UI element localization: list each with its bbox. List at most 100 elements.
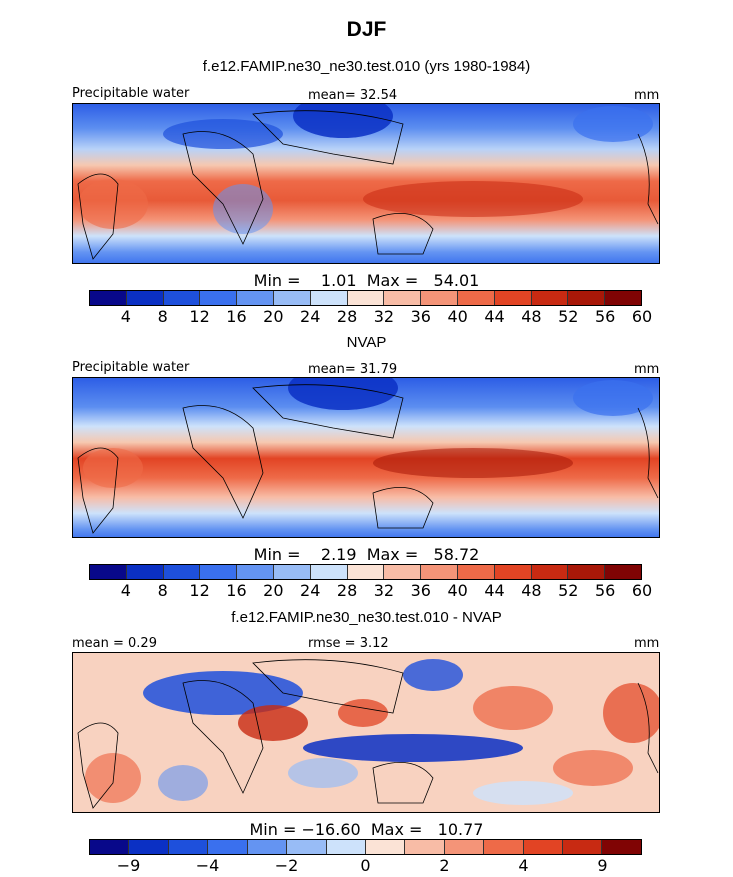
colorbar-tick-label: 40 bbox=[447, 307, 468, 326]
colorbar-tick-label: 28 bbox=[336, 581, 358, 600]
colorbar-swatch bbox=[531, 291, 569, 305]
colorbar-swatch bbox=[494, 565, 532, 579]
panel1-colorbar-ticks: 4 8 12 16 20 24 28 32 36 40 44 48 52 56 60 bbox=[89, 307, 652, 327]
colorbar-tick-label: 16 bbox=[226, 307, 247, 326]
colorbar-swatch bbox=[310, 291, 348, 305]
colorbar-tick-label: 16 bbox=[226, 581, 247, 600]
colorbar-swatch bbox=[568, 291, 606, 305]
colorbar-swatch bbox=[163, 565, 201, 579]
colorbar-swatch bbox=[200, 291, 238, 305]
panel1-field-image bbox=[73, 104, 659, 263]
colorbar-tick-label: 4 bbox=[120, 307, 131, 326]
colorbar-swatch bbox=[405, 840, 445, 854]
panel2-colorbar-ticks: 4 8 12 16 20 24 28 32 36 40 44 48 52 56 60 bbox=[89, 581, 652, 601]
colorbar-tick-label: 0 bbox=[360, 856, 371, 875]
colorbar-tick-label: 60 bbox=[631, 307, 653, 326]
panel2-minmax: Min = 2.19 Max = 58.72 bbox=[253, 545, 480, 564]
panel3-title: f.e12.FAMIP.ne30_ne30.test.010 - NVAP bbox=[231, 609, 502, 626]
panel1-variable-label: Precipitable water bbox=[72, 86, 190, 101]
colorbar-swatch bbox=[200, 565, 238, 579]
colorbar-swatch bbox=[347, 565, 385, 579]
panel1-minmax: Min = 1.01 Max = 54.01 bbox=[253, 271, 480, 290]
colorbar-tick-label: −2 bbox=[274, 856, 299, 875]
colorbar-swatch bbox=[365, 840, 406, 854]
colorbar-swatch bbox=[457, 565, 495, 579]
colorbar-tick-label: 60 bbox=[631, 581, 653, 600]
panel1-units-label: mm bbox=[634, 88, 660, 103]
panel2-colorbar bbox=[89, 564, 642, 580]
colorbar-tick-label: 48 bbox=[521, 307, 542, 326]
colorbar-swatch bbox=[126, 565, 164, 579]
colorbar-tick-label: 52 bbox=[558, 307, 579, 326]
colorbar-swatch bbox=[563, 840, 603, 854]
colorbar-swatch bbox=[168, 840, 209, 854]
panel3-minmax: Min = −16.60 Max = 10.77 bbox=[249, 820, 484, 839]
colorbar-tick-label: 56 bbox=[594, 307, 616, 326]
colorbar-swatch bbox=[484, 840, 524, 854]
colorbar-tick-label: 8 bbox=[157, 581, 168, 600]
colorbar-tick-label: 44 bbox=[484, 307, 505, 326]
colorbar-tick-label: 44 bbox=[484, 581, 505, 600]
colorbar-swatch bbox=[237, 565, 274, 579]
colorbar-swatch bbox=[531, 565, 569, 579]
colorbar-swatch bbox=[287, 840, 327, 854]
colorbar-tick-label: 2 bbox=[439, 856, 450, 875]
colorbar-swatch bbox=[494, 291, 532, 305]
colorbar-swatch bbox=[605, 291, 641, 305]
colorbar-tick-label: 20 bbox=[263, 307, 284, 326]
colorbar-swatch bbox=[237, 291, 274, 305]
colorbar-tick-label: 12 bbox=[189, 307, 210, 326]
colorbar-tick-label: 8 bbox=[157, 307, 168, 326]
panel2-variable-label: Precipitable water bbox=[72, 360, 190, 375]
colorbar-swatch bbox=[602, 840, 641, 854]
colorbar-tick-label: 36 bbox=[410, 581, 431, 600]
colorbar-swatch bbox=[444, 840, 485, 854]
colorbar-tick-label: 56 bbox=[594, 581, 616, 600]
colorbar-swatch bbox=[126, 291, 164, 305]
colorbar-tick-label: 40 bbox=[447, 581, 468, 600]
figure-subtitle: f.e12.FAMIP.ne30_ne30.test.010 (yrs 1980… bbox=[202, 58, 531, 75]
colorbar-swatch bbox=[208, 840, 248, 854]
figure-title: DJF bbox=[346, 18, 387, 41]
panel3-mean-label: mean = 0.29 bbox=[72, 636, 157, 651]
panel2-units-label: mm bbox=[634, 362, 660, 377]
colorbar-tick-label: 9 bbox=[597, 856, 608, 875]
colorbar-tick-label: 20 bbox=[263, 581, 284, 600]
panel3-map bbox=[72, 652, 660, 813]
panel2-map bbox=[72, 377, 660, 538]
colorbar-tick-label: 4 bbox=[120, 581, 131, 600]
panel1-colorbar bbox=[89, 290, 642, 306]
colorbar-tick-label: 4 bbox=[518, 856, 529, 875]
panel1-map bbox=[72, 103, 660, 264]
panel2-field-image bbox=[73, 378, 659, 537]
panel2-title: NVAP bbox=[346, 334, 387, 351]
colorbar-swatch bbox=[90, 840, 130, 854]
colorbar-tick-label: 52 bbox=[558, 581, 579, 600]
colorbar-tick-label: −9 bbox=[116, 856, 141, 875]
colorbar-swatch bbox=[605, 565, 641, 579]
panel1-mean-label: mean= 32.54 bbox=[308, 88, 398, 103]
panel3-rmse-label: rmse = 3.12 bbox=[308, 636, 389, 651]
colorbar-swatch bbox=[129, 840, 169, 854]
panel2-mean-label: mean= 31.79 bbox=[308, 362, 398, 377]
colorbar-swatch bbox=[421, 565, 458, 579]
colorbar-swatch bbox=[90, 565, 127, 579]
colorbar-swatch bbox=[457, 291, 495, 305]
colorbar-tick-label: 36 bbox=[410, 307, 431, 326]
colorbar-tick-label: −4 bbox=[195, 856, 220, 875]
colorbar-swatch bbox=[347, 291, 385, 305]
colorbar-tick-label: 32 bbox=[373, 307, 395, 326]
colorbar-swatch bbox=[273, 291, 311, 305]
colorbar-tick-label: 32 bbox=[373, 581, 395, 600]
colorbar-tick-label: 24 bbox=[300, 307, 321, 326]
panel3-colorbar-ticks: −9 −4 −2 0 2 4 9 bbox=[89, 856, 642, 876]
panel3-units-label: mm bbox=[634, 636, 660, 651]
colorbar-swatch bbox=[568, 565, 606, 579]
panel3-field-image bbox=[73, 653, 659, 812]
colorbar-swatch bbox=[247, 840, 288, 854]
colorbar-swatch bbox=[163, 291, 201, 305]
colorbar-swatch bbox=[310, 565, 348, 579]
colorbar-swatch bbox=[523, 840, 564, 854]
colorbar-tick-label: 24 bbox=[300, 581, 321, 600]
colorbar-swatch bbox=[90, 291, 127, 305]
